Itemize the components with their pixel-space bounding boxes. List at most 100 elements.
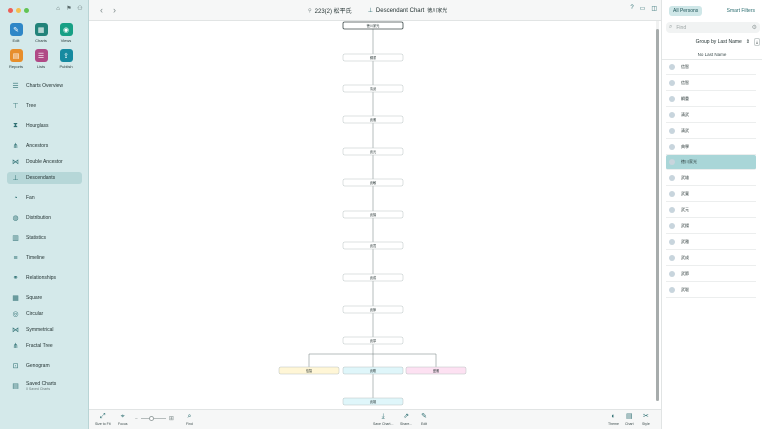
tab-smart-filters[interactable]: Smart Filters: [726, 8, 755, 14]
zoom-slider[interactable]: [140, 416, 166, 421]
nav-item-genogram[interactable]: ⊡ Genogram: [7, 360, 82, 372]
tab-all-persons[interactable]: All Persons: [669, 6, 703, 16]
nav-item-circular[interactable]: ◎ Circular: [7, 308, 82, 320]
chart-person-node[interactable]: 綱重: [342, 53, 404, 62]
person-name: 武節: [681, 270, 689, 276]
tool-publish[interactable]: ⇪ Publish: [57, 49, 75, 69]
tool-label: Charts: [35, 38, 47, 43]
chart-person-node[interactable]: 武聡: [342, 366, 404, 375]
tool-reports[interactable]: ▤ Reports: [7, 49, 25, 69]
find-icon: ⌕: [187, 413, 192, 420]
help-icon[interactable]: ?: [630, 5, 634, 11]
find-field[interactable]: ⌕ Find ⚙: [666, 22, 760, 33]
person-row[interactable]: 武元: [666, 203, 756, 219]
person-row[interactable]: 清武: [666, 124, 756, 139]
nav-item-double-ancestor[interactable]: ⋈ Double Ancestor: [7, 156, 82, 168]
style-button[interactable]: ✂ Style: [642, 412, 650, 426]
person-row[interactable]: 清武: [666, 108, 756, 123]
zoom-out-icon[interactable]: −: [135, 415, 138, 422]
eye-icon: ◉: [59, 23, 73, 36]
sort-icon[interactable]: ⤓: [754, 37, 760, 46]
canvas-scroll-thumb[interactable]: [656, 29, 659, 401]
nav-item-label: Statistics: [26, 235, 47, 241]
bookmark-icon[interactable]: ⚑: [66, 6, 72, 12]
theme-button[interactable]: ◐ Theme: [608, 412, 619, 426]
person-row[interactable]: 武節: [666, 267, 756, 282]
nav-item-descendants[interactable]: ⊥ Descendants: [7, 172, 82, 184]
nav-item-hourglass[interactable]: ⧗ Hourglass: [7, 120, 82, 132]
person-row[interactable]: 武揚: [666, 219, 756, 234]
bottom-toolbar: − ⊞ ⤢ Size to Fit ⌖ Focus ⌕ Find ⤓ Save Chart..…: [89, 409, 663, 429]
zoom-in-icon[interactable]: ⊞: [168, 416, 174, 422]
focus-button[interactable]: ⌖ Focus: [118, 412, 128, 426]
chart-person-node[interactable]: 信智: [278, 366, 340, 375]
share-button[interactable]: ⇗ Share...: [400, 412, 412, 426]
chart-person-node[interactable]: 武節: [342, 305, 404, 314]
tool-edit[interactable]: ✎ Edit: [7, 23, 25, 43]
person-row[interactable]: 武寛: [666, 187, 756, 203]
gear-icon[interactable]: ⚙: [751, 25, 757, 31]
person-row[interactable]: 徳川家光: [666, 155, 756, 171]
window-icon[interactable]: ▭: [639, 6, 646, 12]
sidebar-toggle-icon[interactable]: ◫: [651, 6, 657, 12]
zoom-knob[interactable]: [148, 416, 154, 421]
tool-lists[interactable]: ☰ Lists: [32, 49, 50, 69]
square-icon: ▦: [12, 295, 19, 302]
group-by-control[interactable]: Group by Last Name ⇕ ⤓: [666, 37, 760, 46]
person-row[interactable]: 信智: [666, 60, 756, 75]
nav-item-symmetrical[interactable]: ⋈ Symmetrical: [7, 324, 82, 336]
chart-person-node[interactable]: 武厚: [342, 336, 404, 345]
nav-item-tree[interactable]: ⊤ Tree: [7, 100, 82, 112]
canvas-scrollbar[interactable]: [656, 21, 659, 401]
chart-button[interactable]: ▤ Chart: [625, 412, 634, 426]
distribution-icon: ◍: [12, 215, 19, 222]
tool-views[interactable]: ◉ Views: [57, 23, 75, 43]
chart-person-node[interactable]: 武寛: [342, 241, 404, 250]
nav-item-ancestors[interactable]: ⋔ Ancestors: [7, 140, 82, 152]
chart-person-node[interactable]: 武敏: [342, 178, 404, 187]
person-row[interactable]: 典學: [666, 140, 756, 155]
nav-item-relationships[interactable]: ⚭ Relationships: [7, 272, 82, 284]
nav-item-saved-charts[interactable]: ▤ Saved Charts 0 Saved Charts: [7, 378, 82, 394]
person-label[interactable]: 223(2) 松平氏: [314, 9, 352, 15]
nav-item-statistics[interactable]: ▥ Statistics: [7, 232, 82, 244]
tag-icon[interactable]: ⌂: [56, 6, 60, 12]
tool-charts[interactable]: ▦ Charts: [32, 23, 50, 43]
find-button[interactable]: ⌕ Find: [186, 412, 193, 426]
chart-person-node[interactable]: 清武: [342, 84, 404, 93]
person-avatar-icon: [669, 79, 675, 86]
person-row[interactable]: 綱重: [666, 92, 756, 107]
person-row[interactable]: 武成: [666, 251, 756, 266]
close-window-button[interactable]: [8, 8, 13, 13]
save-chart-button[interactable]: ⤓ Save Chart...: [373, 412, 393, 426]
edit-button[interactable]: ✎ Edit: [421, 412, 427, 426]
person-avatar-icon: [669, 159, 675, 166]
chart-person-node[interactable]: 盛雅: [405, 366, 467, 375]
nav-item-square[interactable]: ▦ Square: [7, 292, 82, 304]
chart-canvas[interactable]: 徳川家光綱重清武武雅武元武敏武揚武寛武成武節武厚信智 武聡 盛雅武雄: [89, 21, 655, 409]
nav-item-charts-overview[interactable]: ☰ Charts Overview: [7, 80, 82, 92]
back-button[interactable]: ‹: [100, 5, 103, 15]
person-row[interactable]: 武雅: [666, 235, 756, 250]
chart-person-node[interactable]: 武揚: [342, 210, 404, 219]
size-to-fit-button[interactable]: ⤢ Size to Fit: [95, 412, 111, 426]
chart-person-node[interactable]: 武雄: [342, 397, 404, 406]
person-row[interactable]: 武雄: [666, 171, 756, 187]
minimize-window-button[interactable]: [16, 8, 21, 13]
nav-item-label: Genogram: [26, 363, 50, 369]
chart-person-node[interactable]: 武成: [342, 273, 404, 282]
bottom-tool-label: Chart: [625, 422, 634, 426]
group-by-label[interactable]: Group by Last Name: [695, 38, 742, 45]
person-row[interactable]: 信智: [666, 76, 756, 91]
nav-item-distribution[interactable]: ◍ Distribution: [7, 212, 82, 224]
nav-item-timeline[interactable]: ≡ Timeline: [7, 252, 82, 264]
person-row[interactable]: 武聡: [666, 283, 756, 298]
people-icon[interactable]: ⚇: [77, 6, 83, 12]
chart-person-node[interactable]: 武元: [342, 147, 404, 156]
nav-item-fractal-tree[interactable]: ⋔ Fractal Tree: [7, 340, 82, 352]
chart-person-node[interactable]: 武雅: [342, 115, 404, 124]
zoom-window-button[interactable]: [24, 8, 29, 13]
chart-root-node[interactable]: 徳川家光: [342, 21, 404, 30]
forward-button[interactable]: ›: [113, 5, 116, 15]
nav-item-fan[interactable]: ◔ Fan: [7, 192, 82, 204]
